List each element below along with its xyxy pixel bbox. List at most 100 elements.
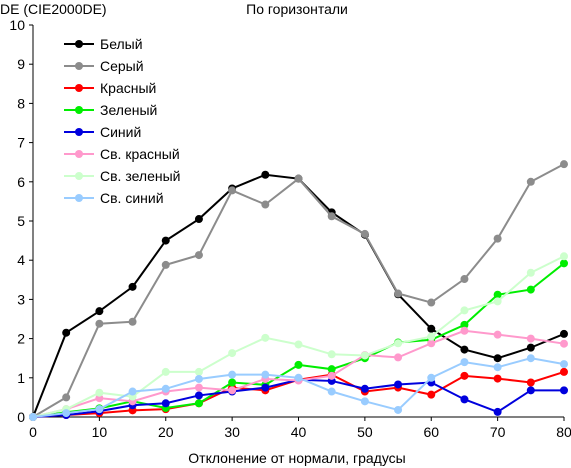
y-tick-label: 10 xyxy=(9,17,25,33)
data-point xyxy=(427,373,436,382)
y-tick-label: 4 xyxy=(17,252,25,268)
data-point xyxy=(493,374,502,383)
data-point xyxy=(394,353,403,362)
data-point xyxy=(360,229,369,238)
x-axis-title: Отклонение от нормали, градусы xyxy=(188,450,405,466)
series-7 xyxy=(29,252,568,421)
data-point xyxy=(526,378,535,387)
legend-entry: Синий xyxy=(64,124,141,140)
legend-label: Синий xyxy=(100,124,141,140)
x-tick-label: 40 xyxy=(291,424,307,440)
data-point xyxy=(526,386,535,395)
data-point xyxy=(460,345,469,354)
data-point xyxy=(128,387,137,396)
y-tick-label: 0 xyxy=(17,409,25,425)
legend-marker xyxy=(75,150,83,158)
data-point xyxy=(394,380,403,389)
data-point xyxy=(360,397,369,406)
data-point xyxy=(228,186,237,195)
data-point xyxy=(526,334,535,343)
x-tick-label: 70 xyxy=(490,424,506,440)
data-point xyxy=(194,383,203,392)
data-point xyxy=(261,370,270,379)
data-point xyxy=(294,360,303,369)
x-tick-label: 60 xyxy=(423,424,439,440)
data-point xyxy=(493,407,502,416)
legend-entry: Серый xyxy=(64,58,144,74)
data-point xyxy=(327,350,336,359)
data-point xyxy=(161,384,170,393)
data-point xyxy=(161,236,170,245)
x-tick-label: 50 xyxy=(357,424,373,440)
data-point xyxy=(29,413,37,421)
data-point xyxy=(460,326,469,335)
data-point xyxy=(560,339,568,348)
data-point xyxy=(427,339,436,348)
legend-marker xyxy=(75,106,83,114)
legend-marker xyxy=(75,62,83,70)
y-tick-label: 8 xyxy=(17,95,25,111)
data-point xyxy=(194,367,203,376)
data-point xyxy=(194,391,203,400)
data-point xyxy=(427,390,436,399)
data-point xyxy=(194,251,203,260)
legend-marker xyxy=(75,194,83,202)
legend-entry: Белый xyxy=(64,36,143,52)
data-point xyxy=(62,409,71,418)
data-point xyxy=(228,378,237,387)
y-tick-label: 1 xyxy=(17,370,25,386)
data-point xyxy=(95,319,104,328)
legend-marker xyxy=(75,40,83,48)
data-point xyxy=(228,386,237,395)
data-point xyxy=(526,285,535,294)
data-point xyxy=(95,405,104,414)
series-2 xyxy=(29,160,568,421)
y-tick-label: 7 xyxy=(17,135,25,151)
legend-entry: Св. красный xyxy=(64,146,180,162)
data-point xyxy=(261,333,270,342)
legend-entry: Красный xyxy=(64,80,156,96)
data-point xyxy=(194,399,203,408)
data-point xyxy=(460,320,469,329)
y-tick-label: 6 xyxy=(17,174,25,190)
data-point xyxy=(560,259,568,268)
data-point xyxy=(327,371,336,380)
data-point xyxy=(560,360,568,369)
data-point xyxy=(128,282,137,291)
series-4 xyxy=(29,259,568,421)
data-point xyxy=(526,354,535,363)
data-point xyxy=(560,386,568,395)
data-point xyxy=(228,349,237,358)
series-8 xyxy=(29,354,568,421)
legend-label: Зеленый xyxy=(100,102,157,118)
legend-entry: Св. зеленый xyxy=(64,168,180,184)
data-point xyxy=(128,317,137,326)
legend-marker xyxy=(75,172,83,180)
x-tick-label: 30 xyxy=(224,424,240,440)
data-point xyxy=(161,260,170,269)
data-point xyxy=(560,252,568,261)
data-point xyxy=(460,371,469,380)
data-point xyxy=(493,290,502,299)
data-point xyxy=(560,329,568,338)
y-axis-title: DE (CIE2000DE) xyxy=(0,1,107,17)
data-point xyxy=(294,174,303,183)
data-point xyxy=(261,170,270,179)
data-point xyxy=(526,268,535,277)
data-point xyxy=(493,330,502,339)
data-point xyxy=(194,374,203,383)
legend-label: Св. зеленый xyxy=(100,168,180,184)
legend-marker xyxy=(75,84,83,92)
x-tick-label: 0 xyxy=(29,424,37,440)
data-point xyxy=(228,370,237,379)
y-tick-label: 9 xyxy=(17,56,25,72)
data-point xyxy=(427,324,436,333)
legend-label: Св. красный xyxy=(100,146,180,162)
legend-marker xyxy=(75,128,83,136)
legend-entry: Св. синий xyxy=(64,190,164,206)
data-point xyxy=(526,343,535,352)
legend-label: Серый xyxy=(100,58,144,74)
data-point xyxy=(261,383,270,392)
data-point xyxy=(194,215,203,224)
